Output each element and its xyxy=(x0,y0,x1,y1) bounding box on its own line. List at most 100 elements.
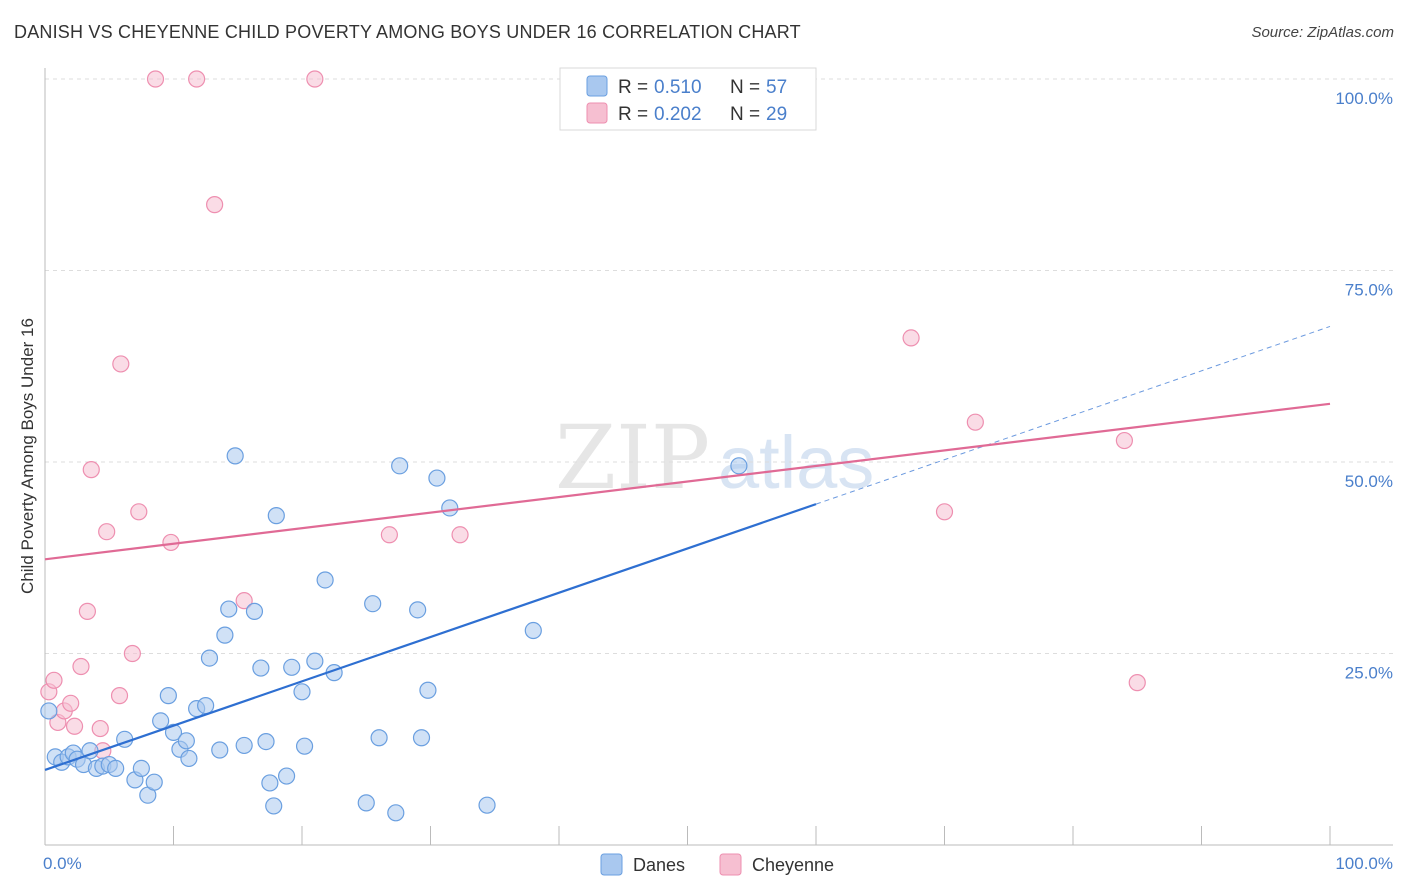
legend-n-label-cheyenne: N = xyxy=(730,104,760,125)
danes-point xyxy=(252,659,270,677)
cheyenne-points xyxy=(40,70,1146,760)
legend-r-label-danes: R = xyxy=(618,77,648,98)
cheyenne-point xyxy=(188,70,206,88)
x-tick-label-max: 100.0% xyxy=(1335,854,1393,873)
danes-point xyxy=(220,600,238,618)
legend-n-value-danes: 57 xyxy=(766,77,787,98)
bottom-legend-swatch-cheyenne xyxy=(719,853,742,876)
danes-point xyxy=(364,595,382,613)
y-tick-label: 75.0% xyxy=(1345,281,1393,300)
danes-point xyxy=(159,687,177,705)
legend-top: R = 0.510 N = 57 R = 0.202 N = 29 xyxy=(559,67,817,131)
chart-title: DANISH VS CHEYENNE CHILD POVERTY AMONG B… xyxy=(14,22,801,42)
cheyenne-point xyxy=(91,719,109,738)
danes-point xyxy=(441,499,459,517)
cheyenne-point xyxy=(123,644,141,663)
cheyenne-point xyxy=(112,355,130,373)
danes-point xyxy=(409,601,427,619)
danes-point xyxy=(257,732,275,751)
danes-point xyxy=(370,729,388,747)
bottom-legend-swatch-danes xyxy=(600,853,623,876)
cheyenne-point xyxy=(45,671,63,689)
cheyenne-point xyxy=(235,592,253,610)
y-tick-label: 50.0% xyxy=(1345,472,1393,491)
cheyenne-point xyxy=(82,461,100,479)
legend-r-value-danes: 0.510 xyxy=(654,77,702,98)
cheyenne-point xyxy=(78,602,97,620)
y-tick-labels: 25.0% 50.0% 75.0% 100.0% xyxy=(1335,89,1393,683)
danes-trendline-extension xyxy=(815,325,1331,505)
cheyenne-point xyxy=(451,526,469,544)
danes-point xyxy=(391,457,409,475)
danes-point xyxy=(357,794,375,812)
danes-point xyxy=(283,658,301,676)
y-tick-label: 25.0% xyxy=(1345,664,1393,683)
danes-point xyxy=(267,507,285,525)
x-tick-label-min: 0.0% xyxy=(43,854,82,873)
cheyenne-point xyxy=(98,523,116,541)
danes-point xyxy=(177,732,195,750)
bottom-legend-danes: Danes xyxy=(633,855,685,875)
watermark-zip: ZIP xyxy=(555,406,710,509)
cheyenne-point xyxy=(130,503,148,521)
danes-point xyxy=(197,696,215,715)
cheyenne-point xyxy=(1128,674,1146,692)
danes-point xyxy=(428,469,446,487)
cheyenne-point xyxy=(380,526,398,544)
cheyenne-point xyxy=(206,196,224,214)
cheyenne-point xyxy=(110,687,129,705)
legend-n-label-danes: N = xyxy=(730,77,760,98)
danes-point xyxy=(316,571,334,589)
danes-trendline xyxy=(44,503,817,771)
legend-n-value-cheyenne: 29 xyxy=(766,104,787,125)
gridlines xyxy=(45,78,1393,654)
danes-point xyxy=(40,702,58,720)
danes-point xyxy=(211,741,229,759)
danes-point xyxy=(306,652,324,670)
danes-point xyxy=(200,649,219,667)
danes-point xyxy=(180,749,198,768)
trendlines xyxy=(44,325,1331,771)
legend-swatch-cheyenne xyxy=(586,102,608,124)
y-tick-label: 100.0% xyxy=(1335,89,1393,108)
legend-r-value-cheyenne: 0.202 xyxy=(654,104,702,125)
danes-point xyxy=(295,737,314,755)
cheyenne-point xyxy=(306,70,324,88)
danes-points xyxy=(40,447,748,822)
danes-point xyxy=(245,602,264,620)
y-axis-label: Child Poverty Among Boys Under 16 xyxy=(18,318,37,594)
legend-r-label-cheyenne: R = xyxy=(618,104,648,125)
danes-point xyxy=(261,774,279,792)
cheyenne-point xyxy=(62,694,80,712)
cheyenne-point xyxy=(65,717,84,735)
danes-point xyxy=(730,457,748,475)
danes-point xyxy=(277,767,296,785)
danes-point xyxy=(293,683,311,701)
danes-point xyxy=(265,797,283,815)
danes-point xyxy=(419,681,437,699)
danes-point xyxy=(216,626,234,644)
danes-point xyxy=(412,729,431,747)
bottom-legend-cheyenne: Cheyenne xyxy=(752,855,834,875)
cheyenne-point xyxy=(935,503,954,521)
danes-point xyxy=(107,759,125,778)
danes-point xyxy=(226,447,244,465)
danes-point xyxy=(235,736,253,755)
danes-point xyxy=(524,621,542,640)
source-label: Source: ZipAtlas.com xyxy=(1251,24,1394,41)
cheyenne-point xyxy=(72,657,90,676)
cheyenne-trendline xyxy=(44,402,1331,561)
cheyenne-point xyxy=(902,329,920,347)
cheyenne-point xyxy=(966,413,984,431)
legend-swatch-danes xyxy=(586,75,608,97)
x-tick-labels: 0.0% 100.0% xyxy=(43,854,1393,873)
danes-point xyxy=(145,773,163,791)
danes-point xyxy=(387,804,405,822)
legend-bottom: Danes Cheyenne xyxy=(600,853,834,876)
danes-point xyxy=(164,723,183,741)
danes-point xyxy=(478,796,496,814)
danes-point xyxy=(132,759,150,778)
cheyenne-point xyxy=(1115,431,1134,450)
danes-point xyxy=(152,712,170,730)
